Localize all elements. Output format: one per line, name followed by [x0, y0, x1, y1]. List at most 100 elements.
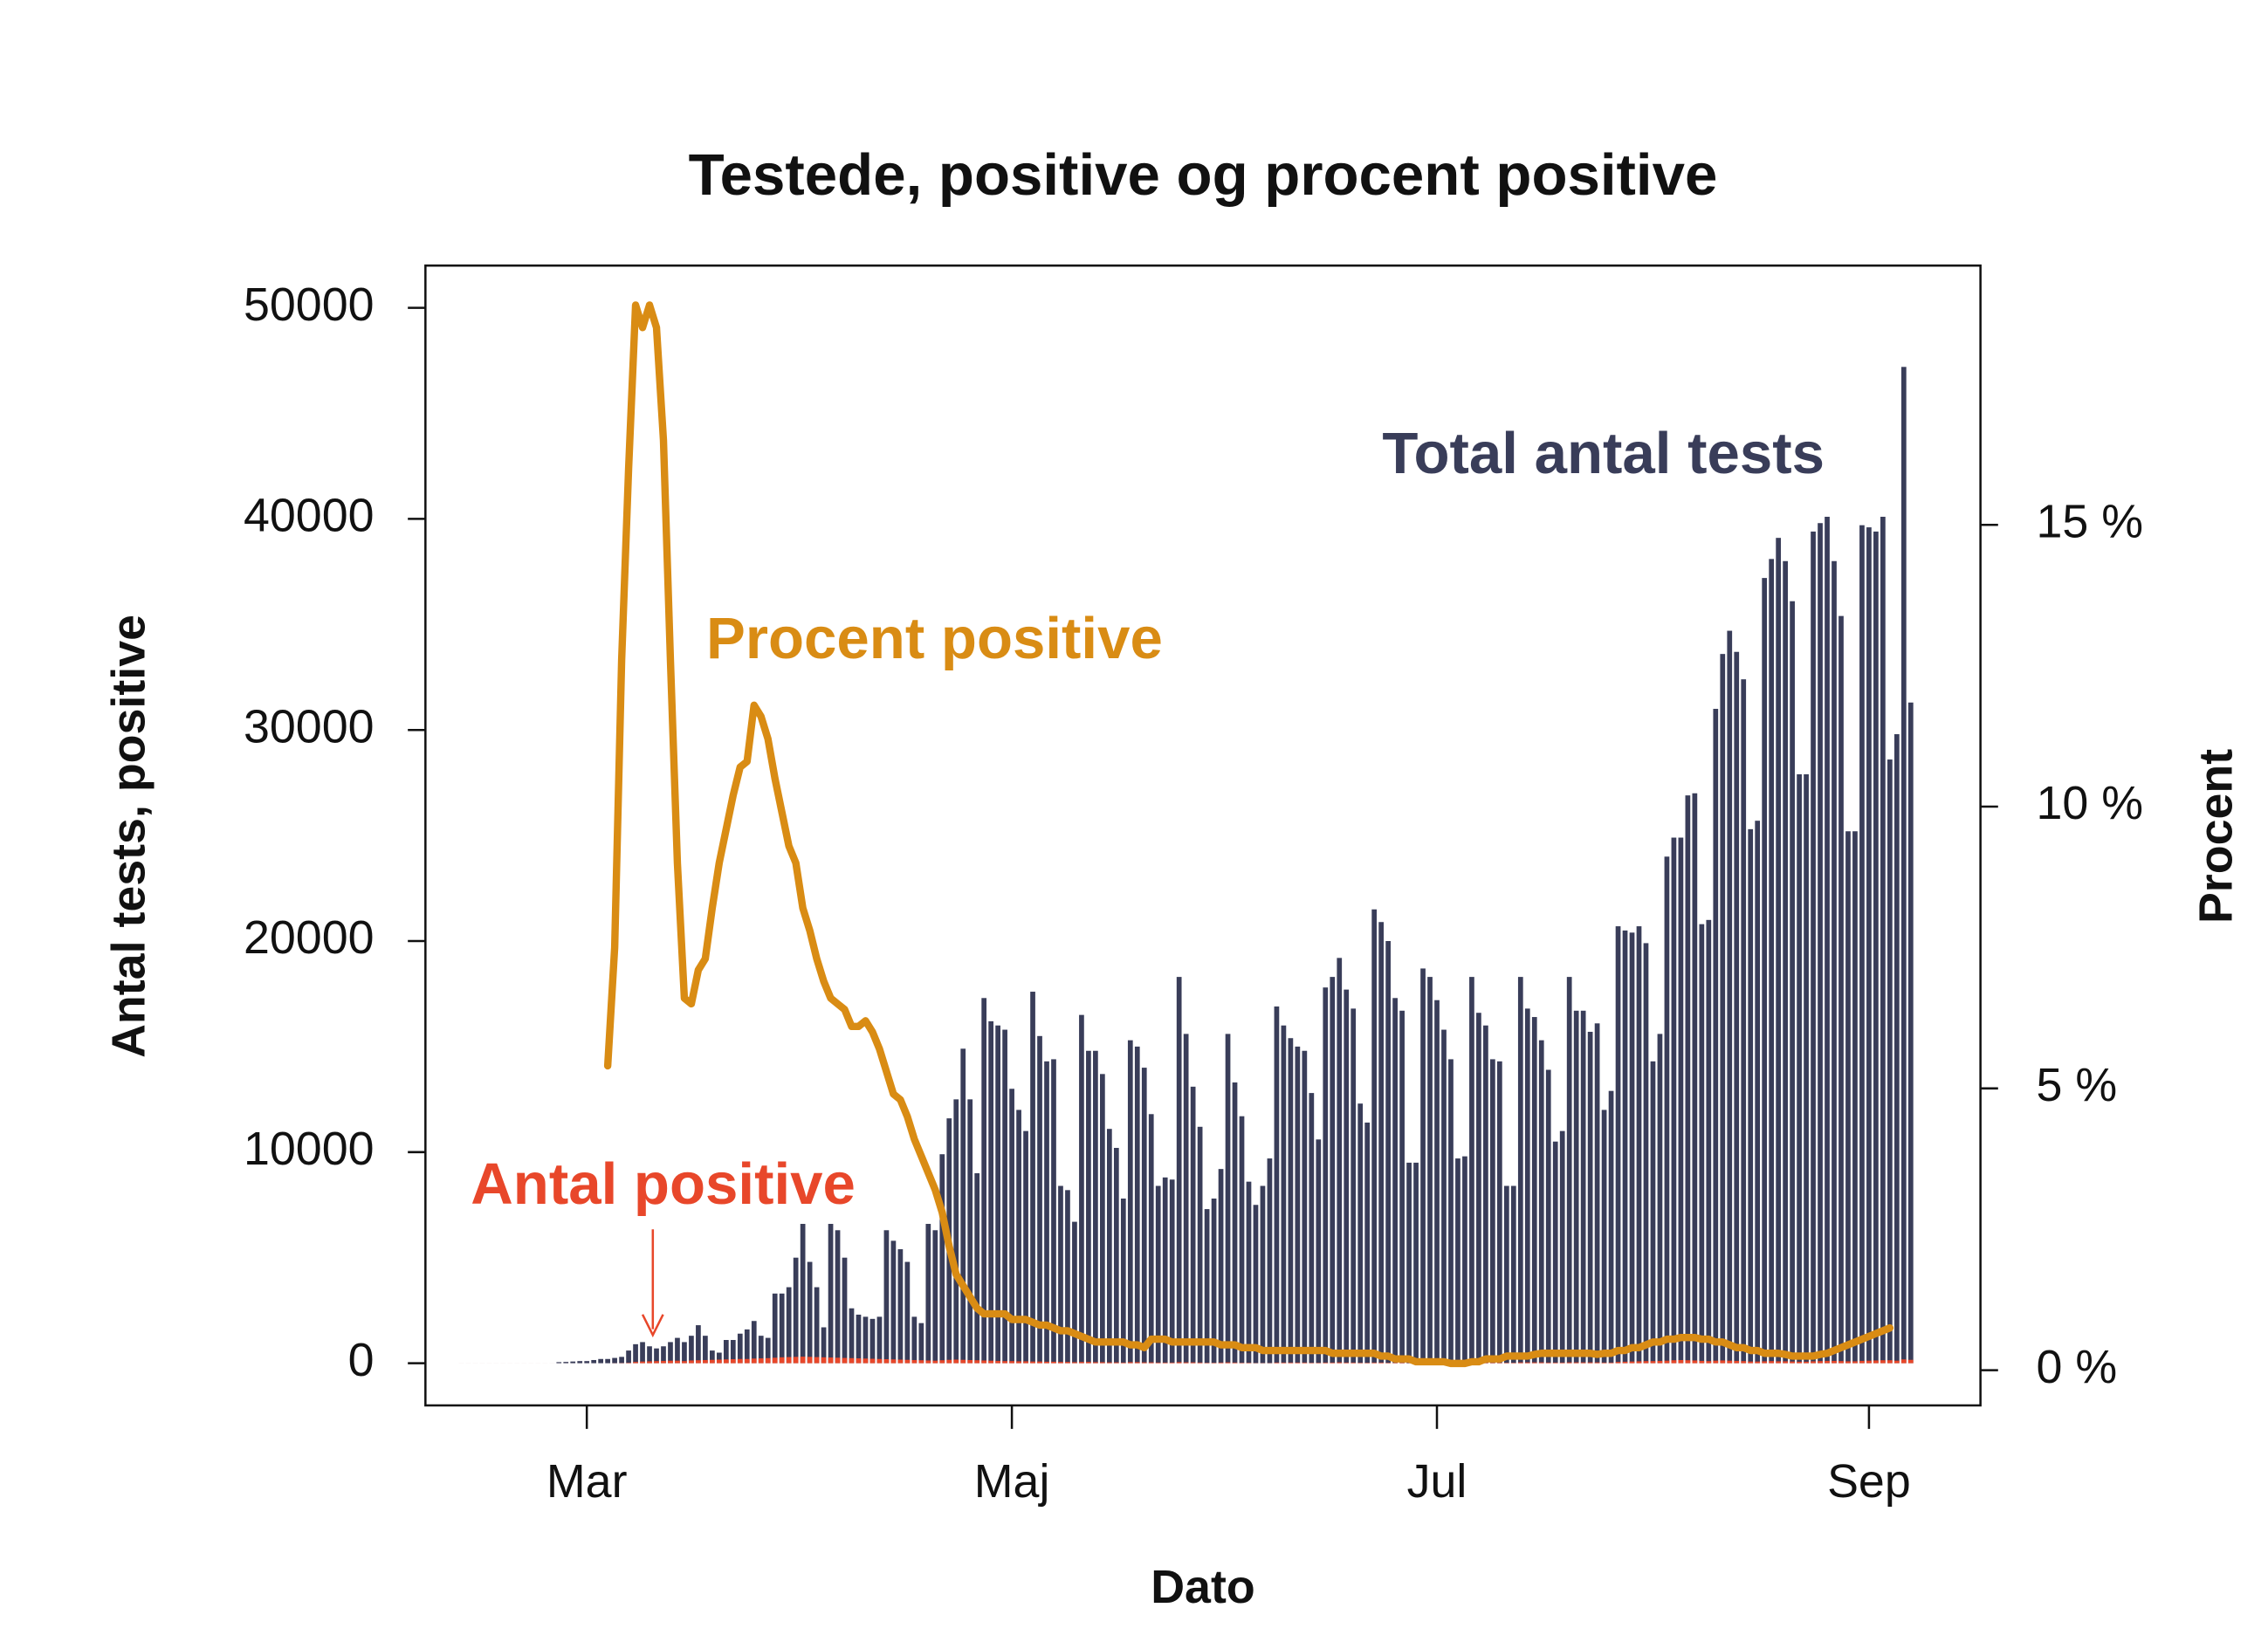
bar — [1657, 1360, 1663, 1364]
bar — [1330, 1362, 1336, 1364]
bar — [1769, 1361, 1775, 1364]
bar — [1337, 958, 1343, 1364]
bar — [876, 1358, 883, 1364]
bar — [1274, 1006, 1280, 1364]
y-tick-label: 40000 — [244, 490, 375, 542]
bar — [710, 1359, 715, 1364]
bar — [1818, 523, 1823, 1364]
bar — [591, 1359, 597, 1364]
bar — [1859, 525, 1865, 1364]
bar — [1790, 1361, 1795, 1364]
bar — [1009, 1361, 1014, 1364]
bar — [1016, 1361, 1021, 1364]
bar — [814, 1357, 820, 1364]
bar — [842, 1357, 848, 1364]
bar — [737, 1333, 743, 1364]
bar — [1887, 759, 1893, 1364]
bar — [1797, 773, 1802, 1364]
bar — [1490, 1059, 1495, 1364]
bar — [1344, 989, 1350, 1364]
bar — [1755, 821, 1761, 1364]
bar — [1893, 1360, 1900, 1364]
bar — [1127, 1040, 1133, 1364]
bar — [897, 1359, 904, 1364]
bar — [856, 1314, 862, 1364]
bar — [682, 1361, 687, 1364]
bar — [821, 1357, 827, 1364]
bar — [1790, 601, 1795, 1364]
bar — [1260, 1185, 1266, 1364]
bar — [1190, 1086, 1196, 1364]
bar — [1364, 1122, 1371, 1364]
bar — [1811, 531, 1816, 1364]
bar — [1044, 1061, 1049, 1364]
bar — [904, 1261, 911, 1364]
bar — [1413, 1162, 1419, 1364]
y2-axis-title: Procent — [2190, 749, 2243, 924]
bar — [953, 1099, 959, 1364]
bar — [981, 998, 987, 1364]
bar — [1907, 702, 1914, 1364]
bar — [1727, 630, 1733, 1364]
bar — [1169, 1179, 1175, 1364]
y-tick-label: 0 — [348, 1334, 375, 1386]
bar — [1162, 1177, 1168, 1364]
bar — [1685, 795, 1691, 1364]
bar — [1699, 924, 1705, 1364]
bar — [1706, 919, 1712, 1364]
bar — [1350, 1362, 1357, 1364]
bar — [556, 1362, 562, 1364]
bar — [1051, 1361, 1056, 1364]
bar — [1106, 1129, 1112, 1364]
bar — [730, 1340, 736, 1364]
y2-tick-label: 10 % — [2036, 777, 2143, 829]
bar — [689, 1336, 694, 1364]
bar — [1838, 1361, 1844, 1364]
bar — [1232, 1082, 1238, 1364]
bar — [793, 1357, 799, 1364]
bar — [675, 1360, 680, 1364]
bar — [807, 1357, 813, 1364]
y2-tick-label: 15 % — [2036, 495, 2143, 547]
bar — [696, 1360, 701, 1364]
bar — [1058, 1185, 1063, 1364]
x-tick-label: Mar — [546, 1455, 628, 1508]
bar — [1253, 1205, 1259, 1364]
bar — [1552, 1362, 1558, 1364]
bar — [744, 1329, 750, 1364]
bar — [716, 1359, 722, 1364]
bar — [1900, 367, 1907, 1364]
bar — [1399, 1010, 1405, 1364]
bar — [960, 1048, 966, 1364]
bar — [988, 1020, 994, 1364]
bar — [1685, 1360, 1691, 1364]
bar — [1741, 1361, 1747, 1364]
bar — [1197, 1362, 1203, 1364]
bar — [932, 1230, 938, 1364]
bar — [675, 1337, 680, 1364]
bar — [1629, 932, 1635, 1364]
bar — [1134, 1362, 1140, 1364]
bar — [1629, 1361, 1635, 1364]
x-tick-label: Sep — [1827, 1455, 1911, 1508]
bar — [1643, 943, 1649, 1364]
bar — [1162, 1362, 1168, 1364]
bar — [619, 1357, 624, 1364]
bar — [1344, 1362, 1350, 1364]
bar — [1545, 1069, 1551, 1364]
bar — [751, 1321, 757, 1364]
bar — [1141, 1362, 1147, 1364]
bar — [640, 1342, 645, 1364]
bar — [1580, 1010, 1586, 1364]
bar — [710, 1350, 715, 1364]
bar — [967, 1359, 973, 1364]
bar — [1545, 1362, 1551, 1364]
bar — [682, 1342, 687, 1364]
bar — [1636, 1361, 1642, 1364]
bar — [1002, 1029, 1007, 1364]
bar — [1852, 831, 1858, 1364]
bar — [1378, 1362, 1385, 1364]
bar — [1531, 1017, 1537, 1364]
bar — [1510, 1185, 1516, 1364]
